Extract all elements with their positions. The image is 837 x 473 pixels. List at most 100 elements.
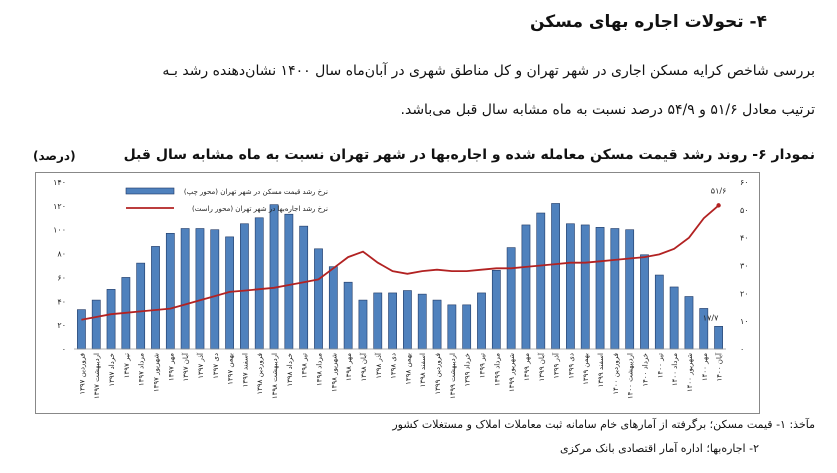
bar <box>136 262 146 350</box>
bar <box>654 274 664 350</box>
x-tick-label: مرداد ۱۳۹۷ <box>138 353 146 386</box>
x-tick-label: بهمن ۱۳۹۹ <box>582 353 590 385</box>
bar <box>477 292 486 350</box>
bar <box>447 304 457 350</box>
bar <box>551 203 560 350</box>
y-right-tick-label: ۱۰ <box>740 317 749 326</box>
bar <box>284 213 294 350</box>
bar <box>566 223 575 350</box>
chart-plot: ۰ ۲۰ ۴۰ ۶۰ ۸۰ ۱۰۰ ۱۲۰ ۱۴۰ ۰ ۱۰ ۲۰ ۳۰ ۴۰ ۵۰ ۶۰ ۵۱/۶ ۱۷/۷ ف… <box>53 178 749 399</box>
paragraph-line-1: بررسی شاخص کرایه مسکن اجاری در شهر تهران… <box>162 63 815 79</box>
x-tick-label: بهمن ۱۳۹۷ <box>227 353 235 385</box>
x-tick-label: بهمن ۱۳۹۸ <box>404 353 412 385</box>
x-tick-label: تیر ۱۳۹۹ <box>479 353 487 378</box>
x-tick-label: دی ۱۳۹۸ <box>390 353 398 379</box>
y-left-tick-label: ۱۴۰ <box>53 178 66 187</box>
x-tick-label: فروردین ۱۴۰۰ <box>612 353 620 395</box>
bar <box>254 217 264 350</box>
bar <box>714 326 723 350</box>
bar <box>240 223 249 350</box>
rent-growth-line <box>81 204 720 321</box>
x-tick-label: اسفند ۱۳۹۷ <box>241 353 249 387</box>
bar <box>491 269 501 350</box>
bar <box>151 246 160 350</box>
x-tick-label: مهر ۱۳۹۸ <box>345 353 353 381</box>
x-tick-label: مرداد ۱۴۰۰ <box>671 353 679 386</box>
bar <box>269 204 279 350</box>
x-tick-label: مرداد ۱۳۹۸ <box>316 353 324 386</box>
x-tick-label: دی ۱۳۹۷ <box>212 353 220 379</box>
y-right-tick-label: ۵۰ <box>740 206 749 215</box>
chart-title: نمودار ۶- روند رشد قیمت مسکن معامله شده … <box>123 147 815 163</box>
legend-bar-label: نرخ رشد قیمت مسکن در شهر تهران (محور چپ) <box>184 188 328 196</box>
x-tick-label: خرداد ۱۳۹۸ <box>286 353 294 387</box>
x-tick-label: تیر ۱۴۰۰ <box>656 353 664 378</box>
x-tick-label: آبان ۱۳۹۷ <box>181 352 190 381</box>
y-left-tick-label: ۲۰ <box>57 321 66 330</box>
bar <box>106 289 116 350</box>
bar <box>610 228 620 350</box>
bar <box>521 224 531 350</box>
bar <box>506 247 516 350</box>
y-left-tick-label: ۸۰ <box>57 250 66 259</box>
x-tick-label: مهر ۱۳۹۷ <box>167 353 175 381</box>
x-tick-label: تیر ۱۳۹۸ <box>301 353 309 378</box>
bar <box>358 299 368 350</box>
y-left-tick-label: ۱۲۰ <box>53 202 66 211</box>
y-right-tick-label: ۶۰ <box>740 178 749 187</box>
x-tick-label: آذر ۱۳۹۷ <box>196 352 205 379</box>
x-tick-label: شهریور ۱۳۹۹ <box>508 353 516 392</box>
legend-bar-swatch <box>125 187 175 195</box>
bar <box>195 228 205 350</box>
x-tick-label: آبان ۱۳۹۹ <box>537 352 546 381</box>
source-note-2: ۲- اجاره‌بها؛ اداره آمار اقتصادی بانک مر… <box>559 442 759 455</box>
x-tick-label: اردیبهشت ۱۳۹۸ <box>271 353 279 399</box>
x-tick-label: مهر ۱۳۹۹ <box>523 353 531 381</box>
x-tick-label: خرداد ۱۴۰۰ <box>642 353 650 387</box>
bar <box>180 228 190 350</box>
bar <box>343 281 353 350</box>
bar <box>625 229 635 350</box>
bar <box>299 225 309 350</box>
bar <box>210 229 220 350</box>
chart-frame: ۰ ۲۰ ۴۰ ۶۰ ۸۰ ۱۰۰ ۱۲۰ ۱۴۰ ۰ ۱۰ ۲۰ ۳۰ ۴۰ ۵۰ ۶۰ ۵۱/۶ ۱۷/۷ ف… <box>35 172 760 414</box>
x-tick-label: دی ۱۳۹۹ <box>567 353 575 379</box>
bar <box>314 248 323 350</box>
section-heading: ۴- تحولات اجاره بهای مسکن <box>529 12 767 32</box>
x-tick-label: مهر ۱۴۰۰ <box>701 353 709 381</box>
y-left-tick-label: ۴۰ <box>57 297 66 306</box>
bar-last-data-label: ۱۷/۷ <box>703 313 719 322</box>
x-tick-label: مرداد ۱۳۹۹ <box>493 353 501 386</box>
y-left-tick-label: ۰ <box>62 345 66 354</box>
x-tick-label: اردیبهشت ۱۴۰۰ <box>627 353 635 399</box>
x-tick-label: اسفند ۱۳۹۸ <box>419 353 427 387</box>
line-last-data-label: ۵۱/۶ <box>711 186 727 195</box>
bar <box>684 296 694 350</box>
y-right-tick-label: ۲۰ <box>740 289 749 298</box>
source-note-1: مآخذ: ۱- قیمت مسکن؛ برگرفته از آمارهای خ… <box>392 418 815 431</box>
x-tick-label: تیر ۱۳۹۷ <box>123 353 131 378</box>
bar <box>165 232 175 350</box>
x-tick-label: خرداد ۱۳۹۷ <box>108 353 116 387</box>
x-tick-label: آذر ۱۳۹۹ <box>552 352 561 379</box>
y-right-tick-label: ۳۰ <box>740 262 749 271</box>
x-tick-label: فروردین ۱۳۹۸ <box>256 353 264 395</box>
x-tick-label: شهریور ۱۳۹۷ <box>153 353 161 392</box>
y-left-tick-label: ۱۰۰ <box>53 226 66 235</box>
x-tick-label: اسفند ۱۳۹۹ <box>597 353 605 387</box>
bar <box>77 309 86 350</box>
bar <box>388 292 397 350</box>
x-tick-label: اردیبهشت ۱۳۹۹ <box>449 353 457 399</box>
y-left-tick-label: ۶۰ <box>57 273 66 282</box>
legend-line-label: نرخ رشد اجاره‌بها در شهر تهران (محور راس… <box>192 205 328 213</box>
y-right-tick-label: ۰ <box>740 345 744 354</box>
x-tick-label: شهریور ۱۴۰۰ <box>686 353 694 392</box>
paragraph-line-2: ترتیب معادل ۵۱/۶ و ۵۴/۹ درصد نسبت به ماه… <box>400 102 815 118</box>
bar <box>640 254 649 350</box>
bar <box>417 293 427 350</box>
x-tick-label: آذر ۱۳۹۸ <box>374 352 383 379</box>
x-tick-label: اردیبهشت ۱۳۹۷ <box>93 353 101 399</box>
x-tick-label: آبان ۱۳۹۸ <box>359 352 368 381</box>
bar <box>462 304 472 350</box>
line-end-marker <box>716 203 721 208</box>
